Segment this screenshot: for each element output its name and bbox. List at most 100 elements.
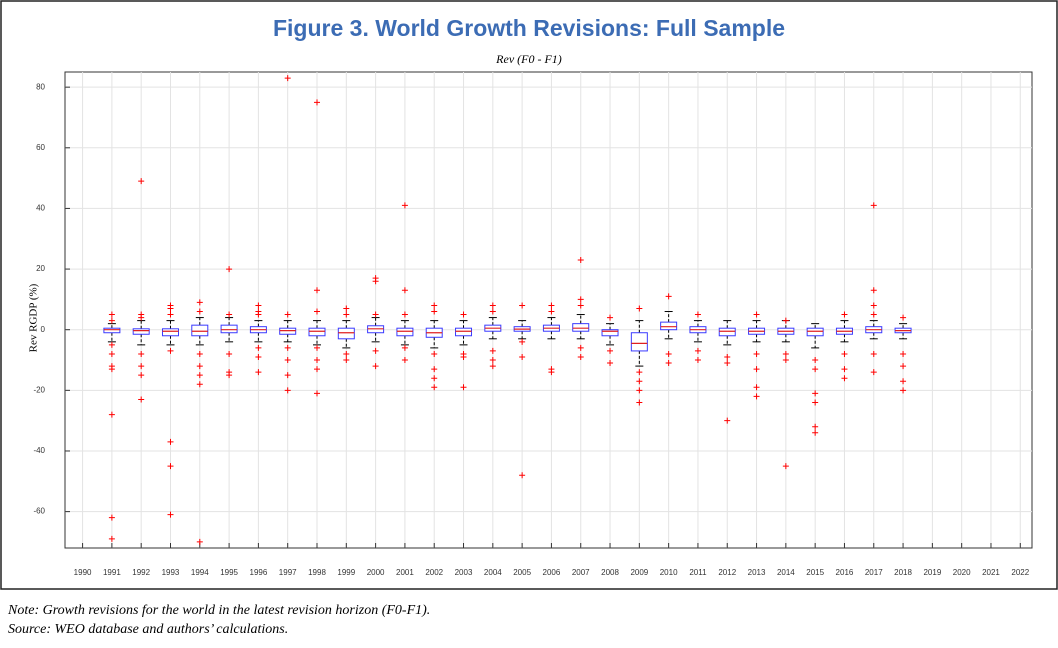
outlier [196,350,203,357]
box [308,327,326,337]
plot-area [64,71,1033,549]
outlier [753,393,760,400]
outlier [431,384,438,391]
outlier [607,314,614,321]
outlier [226,350,233,357]
x-tick-label: 2014 [777,568,795,577]
box [718,327,736,337]
box [337,327,355,340]
outlier [167,305,174,312]
outlier [519,353,526,360]
outlier [548,302,555,309]
x-tick-label: 2003 [455,568,473,577]
x-tick-label: 2006 [543,568,561,577]
outlier [665,360,672,367]
outlier [138,372,145,379]
outlier [196,363,203,370]
x-tick-label: 2004 [484,568,502,577]
outlier [636,399,643,406]
outlier [401,357,408,364]
outlier [284,357,291,364]
outlier [196,372,203,379]
x-tick-label: 1996 [250,568,268,577]
outlier [812,429,819,436]
outlier [577,353,584,360]
outlier [489,357,496,364]
outlier [607,360,614,367]
y-tick-label: 80 [36,82,45,91]
outlier [753,366,760,373]
outlier [196,308,203,315]
outlier [724,360,731,367]
outlier [577,296,584,303]
outlier [372,278,379,285]
outlier [138,363,145,370]
outlier [782,463,789,470]
outlier [255,302,262,309]
outlier [284,311,291,318]
x-tick-label: 1995 [220,568,238,577]
y-tick-label: 60 [36,143,45,152]
outlier [255,311,262,318]
outlier [900,314,907,321]
outlier [314,344,321,351]
x-tick-label: 2008 [601,568,619,577]
outlier [900,378,907,385]
outlier [255,353,262,360]
outlier [753,311,760,318]
outlier [489,302,496,309]
outlier [870,369,877,376]
outlier [812,390,819,397]
outlier [431,366,438,373]
outlier [489,363,496,370]
outlier [841,350,848,357]
x-tick-label: 2001 [396,568,414,577]
outlier [372,363,379,370]
outlier [812,357,819,364]
outlier [431,350,438,357]
outlier [343,305,350,312]
y-axis-label: Rev RGDP (%) [28,283,40,352]
x-tick-label: 2010 [660,568,678,577]
outlier [431,302,438,309]
x-tick-label: 1992 [132,568,150,577]
outlier [489,308,496,315]
outlier [255,369,262,376]
outlier [401,287,408,294]
x-tick-label: 2022 [1011,568,1029,577]
outlier [841,366,848,373]
outlier [372,311,379,318]
outlier [108,350,115,357]
outlier [138,396,145,403]
x-tick-label: 2005 [513,568,531,577]
outlier [812,423,819,430]
box [103,327,121,334]
outlier [108,341,115,348]
box [132,328,150,335]
outlier [782,357,789,364]
note: Note: Growth revisions for the world in … [8,603,431,618]
outlier [226,266,233,273]
chart-subtitle: Rev (F0 - F1) [495,52,562,66]
outlier [460,311,467,318]
outlier [196,381,203,388]
x-tick-label: 2013 [748,568,766,577]
outlier [460,353,467,360]
outlier [636,369,643,376]
outlier [167,311,174,318]
outlier [548,308,555,315]
outlier [372,347,379,354]
outlier [782,350,789,357]
outlier [314,390,321,397]
outlier [577,344,584,351]
outlier [196,538,203,545]
x-tick-label: 2020 [953,568,971,577]
outlier [284,372,291,379]
outlier [226,372,233,379]
outlier [841,311,848,318]
outlier [167,511,174,518]
outlier [577,256,584,263]
outlier [314,366,321,373]
box [601,329,619,337]
